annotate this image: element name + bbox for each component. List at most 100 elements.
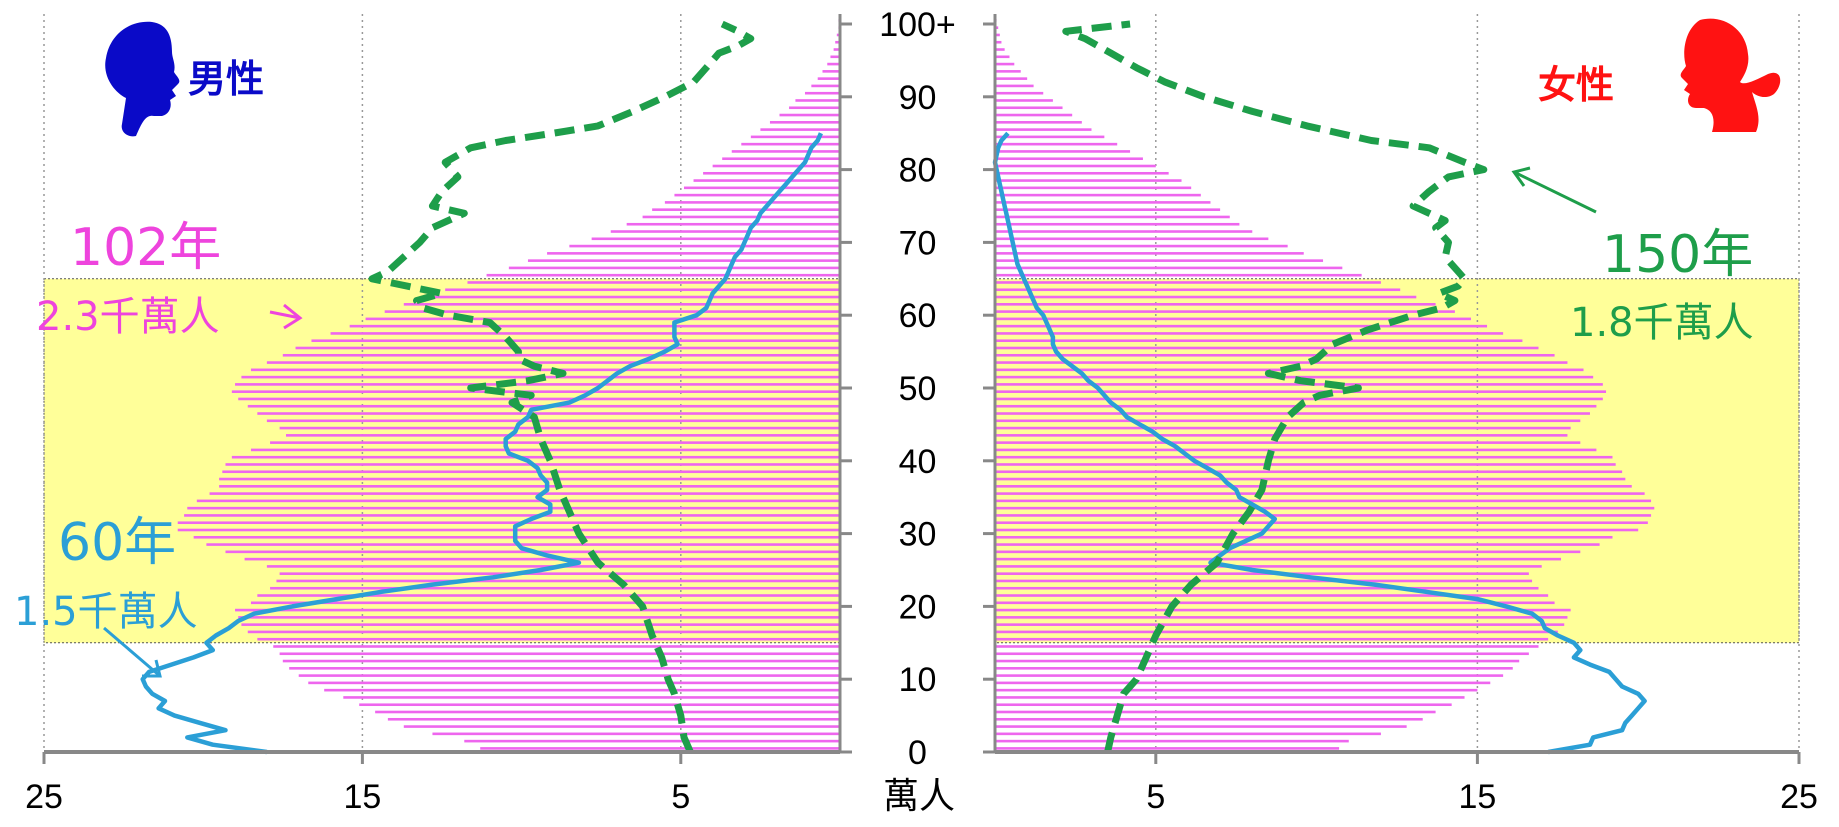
- arrow-60-icon: [103, 626, 162, 678]
- bar-female-age-82: [995, 150, 1131, 153]
- bar-male-age-88: [789, 106, 840, 110]
- bar-female-age-30: [995, 528, 1639, 532]
- bar-female-age-86: [995, 121, 1082, 124]
- bar-female-age-88: [995, 106, 1063, 110]
- bar-female-age-68: [995, 252, 1304, 255]
- bar-female-age-65: [995, 273, 1362, 277]
- age-tick-labels: 0 10 20 30 40 50 60 70 80 90 100+: [879, 6, 956, 772]
- series-lines: [140, 20, 1647, 755]
- bar-female-age-25: [995, 565, 1542, 568]
- bar-female-age-50: [995, 383, 1603, 386]
- bar-female-age-22: [995, 586, 1539, 590]
- bar-male-age-28: [206, 543, 840, 546]
- bar-female-age-81: [995, 157, 1143, 161]
- bar-male-age-90: [804, 91, 840, 95]
- line-60年-male: [140, 132, 823, 755]
- bar-female-age-33: [995, 506, 1655, 510]
- bar-female-age-74: [995, 208, 1221, 211]
- bar-male-age-89: [795, 99, 840, 102]
- bar-female-age-23: [995, 579, 1533, 583]
- bar-male-age-3: [403, 725, 840, 728]
- bar-female-age-19: [995, 608, 1571, 612]
- bar-male-age-92: [817, 77, 840, 80]
- bar-female-age-95: [995, 55, 1010, 59]
- male-head-icon: [105, 21, 180, 137]
- bar-male-age-48: [238, 397, 840, 401]
- bar-male-age-6: [359, 703, 840, 707]
- bar-male-age-11: [289, 667, 841, 670]
- bar-female-age-17: [995, 623, 1565, 626]
- age-label: 40: [899, 443, 937, 481]
- bar-female-age-78: [995, 179, 1182, 182]
- bar-female-age-94: [995, 62, 1015, 66]
- bar-male-age-79: [703, 171, 840, 175]
- bar-male-age-65: [486, 273, 840, 277]
- bar-female-age-80: [995, 164, 1156, 168]
- bar-female-age-69: [995, 244, 1288, 248]
- bar-female-age-32: [995, 514, 1652, 517]
- bar-female-age-48: [995, 397, 1603, 401]
- bar-male-age-86: [769, 121, 840, 124]
- bar-female-age-24: [995, 572, 1529, 575]
- bar-male-age-97: [835, 40, 840, 44]
- bar-female-age-15: [995, 637, 1549, 641]
- bar-male-age-16: [247, 630, 840, 634]
- bar-male-age-58: [349, 324, 840, 328]
- bar-female-age-49: [995, 390, 1607, 393]
- bar-female-age-99: [995, 26, 999, 29]
- axes: [42, 14, 1801, 764]
- bar-female-age-72: [995, 222, 1240, 226]
- female-head-icon: [1680, 18, 1781, 133]
- line-60年-female: [992, 131, 1647, 755]
- x-tick-labels: 25 25 15 15 5 5: [25, 778, 1818, 816]
- age-label: 70: [899, 224, 937, 262]
- bar-female-age-35: [995, 492, 1645, 495]
- age-label: 90: [899, 79, 937, 117]
- bar-female-age-54: [995, 353, 1555, 357]
- bar-male-age-44: [279, 426, 841, 430]
- bar-female-age-4: [995, 717, 1423, 721]
- bar-male-age-21: [257, 594, 840, 597]
- bar-male-age-19: [235, 608, 841, 612]
- bar-male-age-62: [426, 295, 840, 299]
- bar-male-age-45: [266, 419, 840, 423]
- bar-male-age-23: [276, 579, 840, 583]
- bar-female-age-7: [995, 696, 1465, 699]
- bar-male-age-61: [403, 303, 840, 306]
- bar-male-age-38: [222, 470, 840, 474]
- bar-female-age-61: [995, 303, 1436, 306]
- bar-male-age-33: [187, 506, 840, 510]
- bar-male-age-2: [432, 732, 840, 736]
- bar-male-age-10: [298, 674, 841, 677]
- bar-female-age-2: [995, 732, 1381, 736]
- bar-female-age-42: [995, 441, 1581, 444]
- bar-male-age-43: [285, 434, 840, 437]
- bar-male-age-9: [308, 681, 841, 685]
- bar-female-age-55: [995, 346, 1539, 350]
- bar-male-age-13: [279, 652, 841, 656]
- bar-female-age-21: [995, 594, 1549, 597]
- bar-female-age-71: [995, 230, 1253, 233]
- bar-female-age-41: [995, 448, 1597, 452]
- bar-male-age-26: [244, 557, 841, 561]
- bar-female-age-93: [995, 70, 1021, 73]
- line-150年-male: [368, 20, 755, 754]
- bar-female-age-77: [995, 186, 1192, 190]
- bar-female-age-59: [995, 317, 1471, 321]
- bar-male-age-60: [384, 310, 840, 313]
- bar-male-age-77: [683, 186, 840, 190]
- bar-female-age-28: [995, 543, 1600, 546]
- bar-female-age-45: [995, 419, 1581, 423]
- female-label: 女性: [1538, 63, 1614, 107]
- bar-female-age-62: [995, 295, 1417, 299]
- bar-male-age-24: [279, 572, 841, 575]
- bar-female-age-60: [995, 310, 1455, 313]
- bar-male-age-7: [343, 696, 840, 699]
- bar-male-age-50: [235, 383, 841, 386]
- arrow-102-icon: [269, 303, 303, 330]
- bar-male-age-15: [257, 637, 840, 641]
- bar-male-age-36: [219, 485, 840, 488]
- bar-female-age-98: [995, 33, 1000, 37]
- bar-female-age-66: [995, 266, 1343, 270]
